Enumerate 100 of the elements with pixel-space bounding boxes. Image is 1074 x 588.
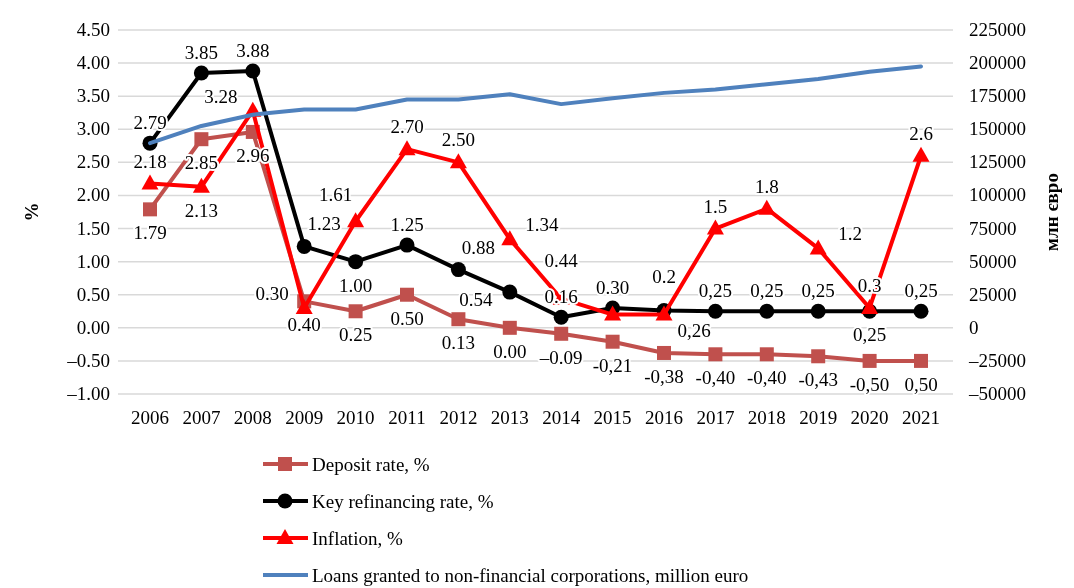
y2-tick-label: 200000: [969, 52, 1026, 74]
data-label: -0,50: [849, 373, 890, 395]
point: [605, 334, 620, 349]
data-label: 1.5: [703, 195, 728, 217]
point: [400, 287, 414, 302]
point: [295, 298, 313, 314]
point: [912, 146, 930, 162]
annotation: 0,50: [904, 373, 938, 395]
y-tick-label: 4.00: [76, 52, 110, 74]
legend-label: Loans granted to non-financial corporations, million euro: [312, 565, 749, 586]
y-tick-label: 3.00: [76, 118, 110, 140]
data-label: 1.00: [338, 274, 373, 296]
data-label: 0,25: [750, 280, 784, 302]
y-tick-label: 1.50: [76, 217, 110, 239]
x-tick-label: 2007: [182, 407, 221, 428]
y2-tick-label: 0: [969, 316, 979, 338]
x-tick-label: 2006: [131, 407, 169, 428]
point: [143, 202, 157, 217]
data-label: -0,38: [644, 365, 684, 387]
point: [708, 347, 723, 362]
point: [192, 177, 210, 193]
point: [810, 303, 826, 319]
point: [502, 284, 518, 300]
data-label: 1.23: [307, 213, 341, 235]
x-tick-label: 2017: [696, 407, 735, 428]
data-label: 0.13: [441, 332, 476, 354]
data-label: 1.34: [525, 214, 559, 236]
y2-tick-label: 125000: [969, 151, 1026, 173]
y-tick-label: 2.00: [76, 184, 110, 206]
data-label: 3.88: [236, 40, 270, 62]
point: [758, 199, 776, 215]
data-label: -0,40: [747, 367, 787, 389]
legend-label: Inflation, %: [312, 528, 403, 549]
data-label: 2.70: [390, 116, 424, 138]
y2-tick-label: 225000: [969, 19, 1026, 40]
y-tick-label: –0.50: [66, 349, 110, 371]
data-label: 0.88: [461, 236, 496, 258]
point: [913, 303, 929, 319]
point: [449, 153, 467, 169]
x-tick-label: 2012: [439, 407, 478, 428]
point: [604, 305, 622, 321]
legend-label: Deposit rate, %: [312, 454, 430, 475]
data-label: 0.00: [493, 340, 527, 362]
point: [553, 309, 569, 325]
data-label: -0,21: [592, 354, 633, 376]
data-label: 0.30: [595, 276, 630, 298]
data-label: 0.2: [652, 265, 676, 287]
y-tick-label: 0.50: [76, 283, 110, 305]
point: [348, 304, 363, 319]
data-label: 0,26: [677, 319, 711, 341]
data-label: 0.50: [390, 307, 424, 329]
data-label: 1.61: [318, 184, 353, 206]
y-tick-label: 3.50: [76, 85, 110, 107]
x-tick-label: 2016: [645, 407, 683, 428]
data-label: 0.30: [255, 282, 289, 304]
point: [759, 347, 774, 362]
point: [347, 212, 365, 228]
data-label: 1.79: [133, 222, 167, 244]
point: [657, 345, 671, 360]
data-label: 0.44: [544, 249, 579, 271]
data-label: 0.25: [338, 324, 373, 346]
data-label: 2.50: [441, 129, 476, 151]
y2-tick-label: 150000: [969, 118, 1026, 140]
point: [348, 254, 364, 270]
y-tick-label: 4.50: [76, 19, 110, 40]
y2-tick-label: 50000: [969, 250, 1017, 272]
y2-tick-label: –25000: [968, 349, 1026, 371]
point: [450, 262, 466, 278]
data-label: 1.25: [390, 214, 424, 236]
point: [398, 140, 416, 156]
x-tick-label: 2011: [388, 407, 426, 428]
point: [502, 320, 517, 335]
point: [811, 349, 826, 364]
point: [554, 326, 569, 341]
x-tick-label: 2013: [490, 407, 529, 428]
point: [296, 238, 312, 254]
point: [194, 132, 209, 147]
y-tick-label: 1.00: [76, 250, 110, 272]
data-label: 0.54: [459, 289, 493, 311]
y2-tick-label: 175000: [969, 85, 1026, 107]
point: [759, 303, 775, 319]
x-tick-label: 2010: [336, 407, 375, 428]
y-tick-label: 2.50: [76, 151, 110, 173]
y-tick-label: –1.00: [66, 383, 110, 404]
data-label: 0.40: [287, 314, 321, 336]
point: [706, 219, 724, 235]
x-tick-label: 2021: [902, 407, 940, 428]
y2-tick-label: 100000: [969, 184, 1026, 206]
data-label: 2.18: [133, 150, 167, 172]
data-label: -0,40: [695, 367, 736, 389]
y2-axis-title: млн євро: [1041, 173, 1062, 251]
y-tick-label: 0.00: [76, 316, 110, 338]
point: [399, 237, 415, 253]
point: [861, 298, 879, 314]
x-tick-label: 2008: [233, 407, 272, 428]
y2-tick-label: 75000: [969, 217, 1017, 239]
x-tick-label: 2009: [285, 407, 324, 428]
data-label: 0,25: [904, 280, 938, 302]
x-tick-label: 2015: [593, 407, 632, 428]
point: [809, 239, 827, 255]
